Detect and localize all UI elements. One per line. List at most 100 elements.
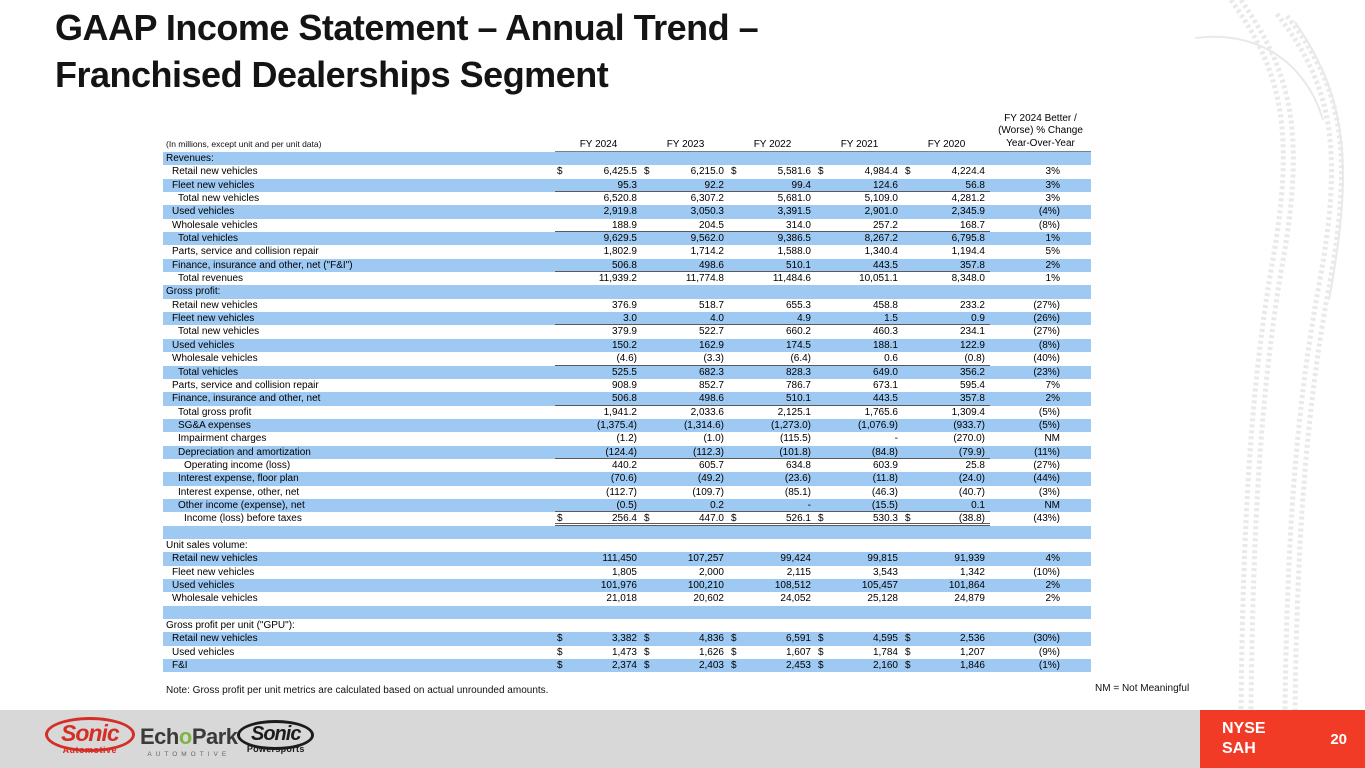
dollar-sign (555, 219, 569, 231)
cell-value: 2,374 (611, 660, 637, 672)
cell-value: 510.1 (785, 259, 811, 271)
echopark-logo: EchoPark AUTOMOTIVE (140, 724, 238, 758)
cell-value: 3,391.5 (777, 206, 811, 218)
dollar-sign (555, 446, 569, 458)
cell-value: (46.3) (871, 486, 898, 498)
dollar-sign (555, 352, 569, 364)
value-cell: 660.2 (729, 325, 816, 338)
cell-value: 2,125.1 (777, 406, 811, 418)
cell-value: 1,784 (872, 646, 898, 658)
change-cell: (1%) (1038, 660, 1060, 672)
sonic-automotive-sub: Automotive (62, 745, 118, 755)
table-row: Depreciation and amortization (124.4) (112… (163, 445, 1091, 459)
cell-value: 100,210 (687, 580, 724, 591)
value-cell: 4.0 (642, 312, 729, 326)
dollar-sign (555, 232, 569, 245)
dollar-sign: $ (731, 513, 737, 525)
table-row: Fleet new vehicles 1,805 2,000 2,115 3,543 1,… (163, 566, 1091, 579)
value-cell: 21,018 (555, 592, 642, 605)
cell-value: 852.7 (698, 379, 724, 391)
financial-table-body: Revenues: Retail new vehicles $6,425.5 $6,2… (163, 152, 1091, 673)
value-cell: $ (38.8) (903, 512, 990, 526)
cell-value: 525.5 (611, 366, 637, 378)
value-cell: 11,484.6 (729, 272, 816, 285)
dollar-sign (555, 205, 569, 218)
cell-value: 1,941.2 (603, 406, 637, 418)
dollar-sign (555, 245, 569, 258)
value-cell: 2,000 (642, 566, 729, 579)
row-label: Total new vehicles (178, 193, 260, 205)
dollar-sign (642, 379, 656, 392)
dollar-sign (903, 459, 917, 472)
cell-value: 150.2 (611, 339, 637, 351)
value-cell: 458.8 (816, 299, 903, 312)
dollar-sign (642, 499, 656, 511)
cell-value: 9,629.5 (603, 233, 637, 245)
value-cell: $4,984.4 (816, 165, 903, 178)
cell-value: (70.6) (610, 473, 637, 485)
value-cell (816, 539, 903, 552)
cell-value: 376.9 (611, 299, 637, 311)
dollar-sign (729, 419, 743, 432)
cell-value: 105,457 (861, 580, 898, 591)
cell-value: 2,033.6 (690, 406, 724, 418)
value-cell: 25.8 (903, 459, 990, 472)
cell-value: 11,484.6 (772, 273, 811, 285)
value-cell: 122.9 (903, 339, 990, 352)
table-row: Wholesale vehicles (4.6) (3.3) (6.4) 0.6 (0.8… (163, 352, 1091, 366)
dollar-sign (729, 179, 743, 191)
dollar-sign (555, 406, 569, 419)
dollar-sign: $ (905, 633, 911, 645)
value-cell: (85.1) (729, 486, 816, 499)
cell-value: 4,224.4 (951, 166, 985, 178)
value-cell (555, 526, 642, 539)
cell-value: 379.9 (611, 326, 637, 338)
row-label: Total gross profit (178, 406, 252, 418)
value-cell (642, 606, 729, 619)
dollar-sign (903, 592, 917, 605)
cell-value: 1,194.4 (951, 246, 985, 258)
table-row: Retail new vehicles 111,450 107,257 99,424 9… (163, 552, 1091, 566)
dollar-sign (816, 312, 830, 324)
value-cell: 908.9 (555, 379, 642, 392)
cell-value: - (894, 433, 898, 445)
change-cell: (43%) (1033, 513, 1060, 525)
row-label: Other income (expense), net (178, 499, 305, 511)
cell-value: 20,602 (693, 593, 724, 605)
cell-value (569, 285, 642, 298)
dollar-sign (642, 406, 656, 419)
value-cell (642, 285, 729, 298)
dollar-sign (903, 606, 917, 619)
change-cell: 1% (1045, 273, 1060, 285)
cell-value: (0.5) (616, 499, 637, 511)
dollar-sign (642, 325, 656, 338)
sonic-automotive-wordmark: Sonic (45, 717, 135, 752)
dollar-sign (555, 619, 569, 632)
value-cell: $256.4 (555, 512, 642, 526)
value-cell (816, 526, 903, 539)
value-cell: 5,681.0 (729, 192, 816, 205)
dollar-sign (642, 245, 656, 258)
dollar-sign (642, 205, 656, 218)
value-cell: (3.3) (642, 352, 729, 366)
value-cell: 2,901.0 (816, 205, 903, 218)
cell-value: (6.4) (790, 353, 811, 365)
value-cell: $4,836 (642, 632, 729, 645)
sonic-powersports-wordmark: Sonic (237, 720, 315, 750)
page-title: GAAP Income Statement – Annual Trend – F… (55, 4, 759, 98)
dollar-sign: $ (905, 166, 911, 178)
value-cell: 6,520.8 (555, 192, 642, 205)
cell-value: 6,591 (785, 633, 811, 645)
value-cell: 3.0 (555, 312, 642, 326)
value-cell: $1,607 (729, 646, 816, 659)
value-cell: 188.1 (816, 339, 903, 352)
value-cell: 2,115 (729, 566, 816, 579)
cell-value: 8,267.2 (864, 233, 898, 245)
value-cell: 9,629.5 (555, 232, 642, 245)
table-row: Total gross profit 1,941.2 2,033.6 2,125.1 1… (163, 406, 1091, 419)
dollar-sign (729, 432, 743, 445)
value-cell: 24,052 (729, 592, 816, 605)
value-cell: 634.8 (729, 459, 816, 472)
cell-value: 9,386.5 (777, 233, 811, 245)
cell-value: 5,681.0 (777, 193, 811, 205)
